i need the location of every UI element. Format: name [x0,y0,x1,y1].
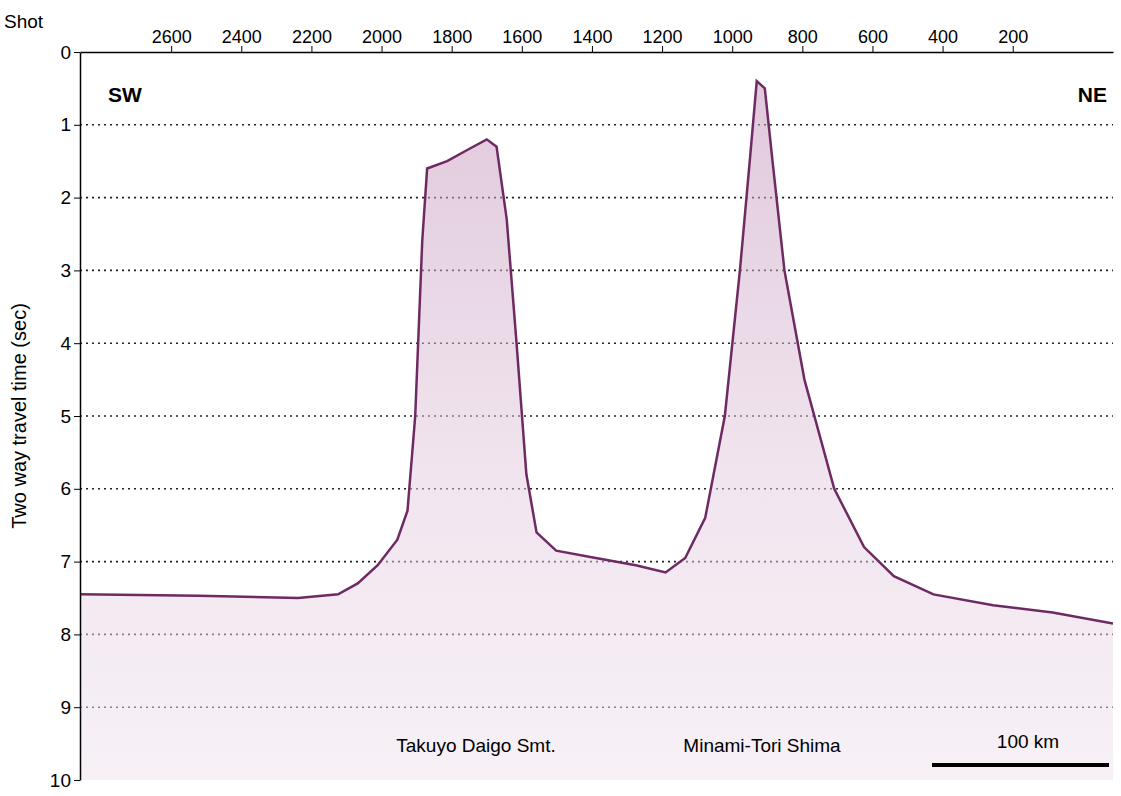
chart: 2600240022002000180016001400120010008006… [0,0,1121,796]
seafloor-line [80,81,1113,623]
annotations: SW NE Takuyo Daigo Smt. Minami-Tori Shima 10… [108,83,1107,756]
x-tick: 2200 [292,27,332,52]
y-tick: 0 [60,42,80,63]
x-tick-label: 1000 [713,27,753,47]
y-tick-label: 6 [60,478,71,499]
scale-bar [932,763,1109,767]
annotation: Minami-Tori Shima [683,735,841,756]
x-axis-line [81,52,1114,54]
annotation: Takuyo Daigo Smt. [396,735,555,756]
x-tick-label: 600 [858,27,888,47]
y-tick: 5 [60,406,80,427]
x-tick: 2600 [152,27,192,52]
y-tick-label: 1 [60,114,71,135]
y-tick: 2 [60,187,80,208]
x-tick: 600 [858,27,888,52]
y-tick: 10 [50,770,80,791]
x-tick-label: 1600 [502,27,542,47]
x-tick-label: 1800 [432,27,472,47]
x-tick-label: 2600 [152,27,192,47]
annotation: 100 km [997,731,1059,752]
grid-line [80,342,1113,344]
y-tick-mark [74,634,80,635]
annotation: SW [108,83,142,106]
y-axis-title: Two way travel time (sec) [8,303,30,529]
grid-line [80,488,1113,490]
x-axis-title: Shot [4,11,44,32]
x-tick-label: 2000 [362,27,402,47]
x-tick: 200 [998,27,1028,52]
x-tick-label: 2400 [222,27,262,47]
grid-line [80,124,1113,126]
y-tick-label: 10 [50,770,71,791]
x-tick-label: 200 [998,27,1028,47]
x-tick: 1200 [643,27,683,52]
x-tick: 1000 [713,27,753,52]
y-tick-label: 0 [60,42,71,63]
grid-line [80,415,1113,417]
y-tick-label: 5 [60,406,71,427]
annotation: NE [1078,83,1107,106]
y-tick-mark [74,125,80,126]
x-tick: 2400 [222,27,262,52]
y-tick: 1 [60,114,80,135]
x-tick: 2000 [362,27,402,52]
y-tick-mark [74,343,80,344]
y-tick-mark [74,707,80,708]
plot-area [80,81,1113,780]
y-tick: 7 [60,551,80,572]
y-tick-mark [74,52,80,53]
y-tick-mark [74,562,80,563]
x-tick: 1800 [432,27,472,52]
x-tick: 400 [928,27,958,52]
y-tick-label: 4 [60,333,71,354]
x-tick-label: 800 [788,27,818,47]
x-tick-label: 1400 [572,27,612,47]
y-tick-label: 3 [60,260,71,281]
grid-line [80,197,1113,199]
x-tick-label: 2200 [292,27,332,47]
subsurface-area [80,81,1113,780]
y-tick-mark [74,198,80,199]
y-tick-mark [74,270,80,271]
y-tick-label: 8 [60,624,71,645]
x-tick: 1600 [502,27,542,52]
y-tick-mark [74,416,80,417]
x-tick-label: 400 [928,27,958,47]
y-tick: 6 [60,478,80,499]
y-tick-mark [74,489,80,490]
y-tick: 9 [60,697,80,718]
grid-line [80,270,1113,272]
x-tick: 800 [788,27,818,52]
y-tick-label: 9 [60,697,71,718]
y-tick: 4 [60,333,80,354]
x-axis: 2600 2400 2200 2000 1800 1600 1400 1200 1000 800 6… [81,27,1114,53]
y-axis: 0 1 2 3 4 5 6 7 8 9 10 [50,42,81,791]
y-tick: 3 [60,260,80,281]
x-tick: 1400 [572,27,612,52]
y-tick-label: 2 [60,187,71,208]
y-tick: 8 [60,624,80,645]
x-tick-label: 1200 [643,27,683,47]
y-tick-label: 7 [60,551,71,572]
y-tick-mark [74,780,80,781]
